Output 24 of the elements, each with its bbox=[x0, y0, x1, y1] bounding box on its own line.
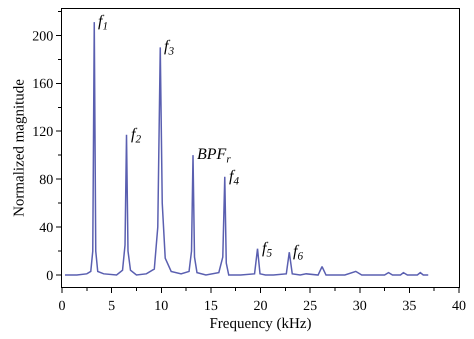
x-tick-label: 15 bbox=[204, 298, 218, 314]
y-tick-label: 120 bbox=[32, 125, 54, 140]
y-tick-label: 200 bbox=[32, 29, 54, 44]
x-tick-label: 30 bbox=[352, 298, 367, 314]
x-tick-label: 5 bbox=[108, 298, 116, 314]
x-tick-label: 0 bbox=[58, 298, 66, 314]
x-axis-title: Frequency (kHz) bbox=[209, 316, 312, 332]
x-tick-label: 10 bbox=[154, 298, 168, 314]
annotation: f$_{2}$ bbox=[131, 126, 142, 146]
annotation: f$_{4}$ bbox=[229, 168, 240, 188]
x-tick-label: 40 bbox=[452, 298, 466, 314]
y-tick-label: 80 bbox=[39, 173, 54, 188]
y-axis-title: Normalized magnitude bbox=[11, 78, 28, 217]
y-tick-label: 40 bbox=[39, 220, 54, 236]
x-tick-label: 20 bbox=[254, 298, 268, 314]
y-tick-label: 160 bbox=[32, 77, 54, 92]
annotation: f$_{1}$ bbox=[98, 13, 108, 32]
annotation: f$_{3}$ bbox=[164, 38, 174, 58]
x-tick-label: 35 bbox=[402, 298, 416, 314]
annotation: BPF$_{r}$ bbox=[197, 146, 232, 166]
y-tick-label: 0 bbox=[46, 268, 54, 284]
annotation: f$_{5}$ bbox=[262, 240, 272, 260]
annotation: f$_{6}$ bbox=[293, 243, 304, 262]
x-tick-label: 25 bbox=[303, 298, 318, 314]
